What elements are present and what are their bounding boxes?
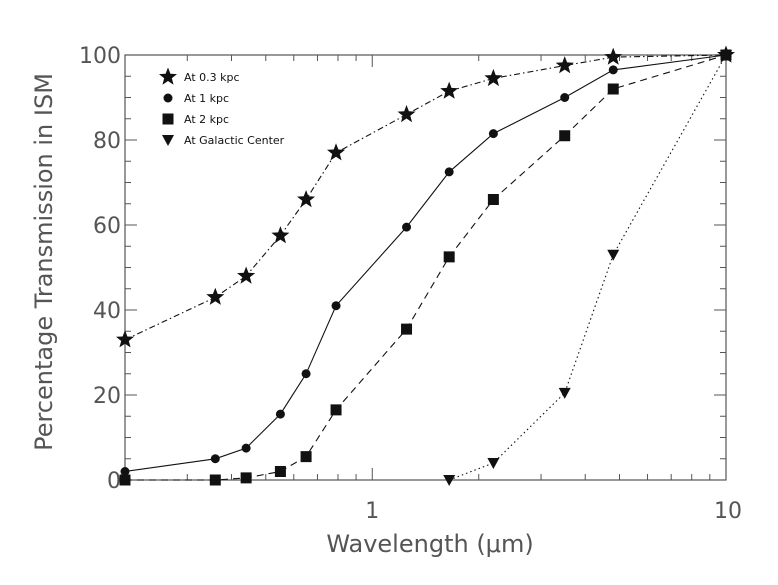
series-markers (116, 45, 735, 486)
x-tick-label: 1 (365, 499, 379, 524)
triangle-down-marker (607, 249, 620, 261)
star-marker (604, 47, 623, 65)
series-lines (124, 54, 727, 481)
circle-marker (241, 443, 251, 453)
legend-circle-marker (163, 93, 173, 103)
square-marker (330, 404, 342, 416)
square-marker (274, 466, 286, 477)
circle-marker (210, 454, 220, 464)
star-marker (206, 287, 225, 305)
legend-star-marker (159, 67, 177, 85)
star-marker (271, 226, 290, 244)
star-marker (440, 81, 459, 99)
square-marker (487, 194, 499, 205)
circle-marker (444, 167, 454, 177)
square-marker (300, 451, 312, 463)
square-marker (607, 83, 619, 95)
legend-square-marker (162, 113, 174, 125)
legend-label: At Galactic Center (184, 134, 285, 147)
series-line-4 (449, 54, 727, 481)
circle-marker (120, 467, 130, 476)
star-marker (327, 143, 346, 161)
y-tick-label: 60 (93, 214, 121, 239)
series-line-1 (124, 54, 727, 341)
square-marker (443, 251, 455, 263)
square-marker (240, 472, 252, 484)
square-marker (559, 130, 571, 142)
y-tick-label: 0 (107, 469, 121, 494)
series-line-3 (125, 54, 727, 481)
x-tick-label: 10 (714, 499, 742, 524)
star-marker (397, 105, 416, 123)
triangle-down-marker (720, 50, 732, 61)
circle-marker (275, 409, 285, 419)
x-axis-title: Wavelength (μm) (326, 530, 533, 558)
circle-marker (331, 301, 341, 311)
star-marker (116, 330, 134, 348)
square-marker (401, 323, 413, 335)
square-marker (119, 474, 131, 486)
triangle-down-marker (487, 458, 500, 469)
star-marker (297, 190, 316, 208)
y-axis-title: Percentage Transmission in ISM (30, 73, 58, 451)
y-tick-label: 40 (93, 299, 121, 324)
axis-ticks: 0 20 40 60 80 100 1 10 (79, 44, 742, 524)
circle-marker (560, 93, 570, 102)
y-tick-label: 100 (79, 44, 121, 69)
legend-label: At 1 kpc (184, 92, 229, 105)
series-line-2 (124, 54, 727, 473)
legend: At 0.3 kpc At 1 kpc At 2 kpc At Galactic Ce… (159, 67, 285, 147)
triangle-down-marker (558, 387, 571, 399)
circle-marker (301, 369, 311, 379)
square-marker (209, 474, 221, 486)
circle-marker (488, 129, 498, 139)
legend-label: At 0.3 kpc (184, 71, 240, 84)
legend-label: At 2 kpc (184, 113, 229, 126)
legend-triangle-down-marker (162, 135, 174, 146)
circle-marker (608, 65, 618, 75)
y-tick-label: 80 (93, 129, 121, 154)
y-tick-label: 20 (93, 384, 121, 409)
star-marker (484, 68, 503, 87)
star-marker (237, 266, 256, 284)
circle-marker (402, 222, 412, 232)
star-marker (555, 56, 574, 74)
triangle-down-marker (443, 475, 456, 486)
